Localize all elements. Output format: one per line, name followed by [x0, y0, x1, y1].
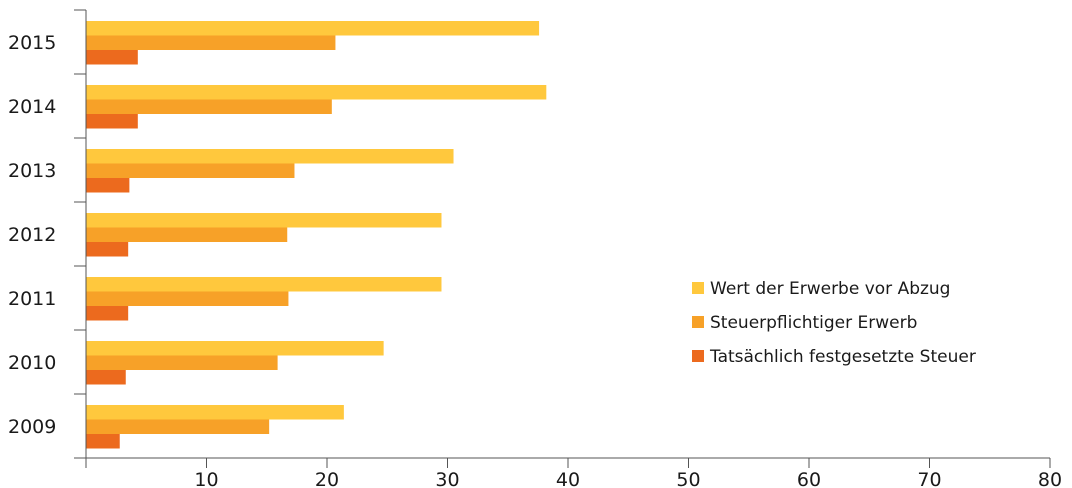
bar-2013-series-3 — [86, 178, 130, 193]
x-tick-label: 50 — [676, 469, 700, 488]
y-tick-label: 2014 — [8, 96, 56, 118]
bar-2014-series-2 — [86, 99, 332, 114]
y-tick-label: 2015 — [8, 32, 56, 54]
bar-2014-series-3 — [86, 114, 138, 129]
bar-2015-series-3 — [86, 50, 138, 65]
legend: Wert der Erwerbe vor Abzug Steuerpflichti… — [692, 279, 976, 367]
bar-2012-series-2 — [86, 227, 288, 242]
legend-swatch — [692, 350, 704, 362]
bar-2013-series-1 — [86, 149, 454, 164]
legend-swatch — [692, 316, 704, 328]
legend-label: Wert der Erwerbe vor Abzug — [710, 279, 950, 299]
bar-2015-series-1 — [86, 21, 540, 36]
bar-2012-series-1 — [86, 213, 442, 228]
bar-2009-series-2 — [86, 419, 270, 434]
bar-2015-series-2 — [86, 35, 336, 50]
y-tick-label: 2013 — [8, 160, 56, 182]
bar-2014-series-1 — [86, 85, 547, 100]
legend-label: Steuerpflichtiger Erwerb — [710, 313, 917, 333]
legend-swatch — [692, 282, 704, 294]
x-tick-label: 30 — [435, 469, 459, 488]
x-tick-label: 40 — [556, 469, 580, 488]
bar-2010-series-1 — [86, 341, 384, 356]
y-tick-label: 2010 — [8, 352, 56, 374]
bar-2010-series-2 — [86, 355, 278, 370]
bar-2011-series-2 — [86, 291, 289, 306]
bar-2009-series-1 — [86, 405, 344, 420]
bar-2009-series-3 — [86, 434, 120, 449]
y-tick-label: 2009 — [8, 416, 56, 438]
x-tick-label: 60 — [797, 469, 821, 488]
x-tick-label: 20 — [315, 469, 339, 488]
x-tick-label: 10 — [194, 469, 218, 488]
x-tick-label: 80 — [1038, 469, 1062, 488]
y-tick-label: 2012 — [8, 224, 56, 246]
bars-layer — [86, 21, 547, 449]
bar-2011-series-1 — [86, 277, 442, 292]
y-tick-label: 2011 — [8, 288, 56, 310]
bar-2013-series-2 — [86, 163, 295, 178]
bar-2012-series-3 — [86, 242, 129, 257]
x-tick-label: 70 — [917, 469, 941, 488]
bar-2010-series-3 — [86, 370, 126, 385]
axes-layer: 2015 2014 2013 2012 2011 2010 2009 10 20 30 40 50 60… — [8, 9, 1062, 488]
legend-label: Tatsächlich festgesetzte Steuer — [709, 347, 976, 367]
bar-2011-series-3 — [86, 306, 129, 321]
